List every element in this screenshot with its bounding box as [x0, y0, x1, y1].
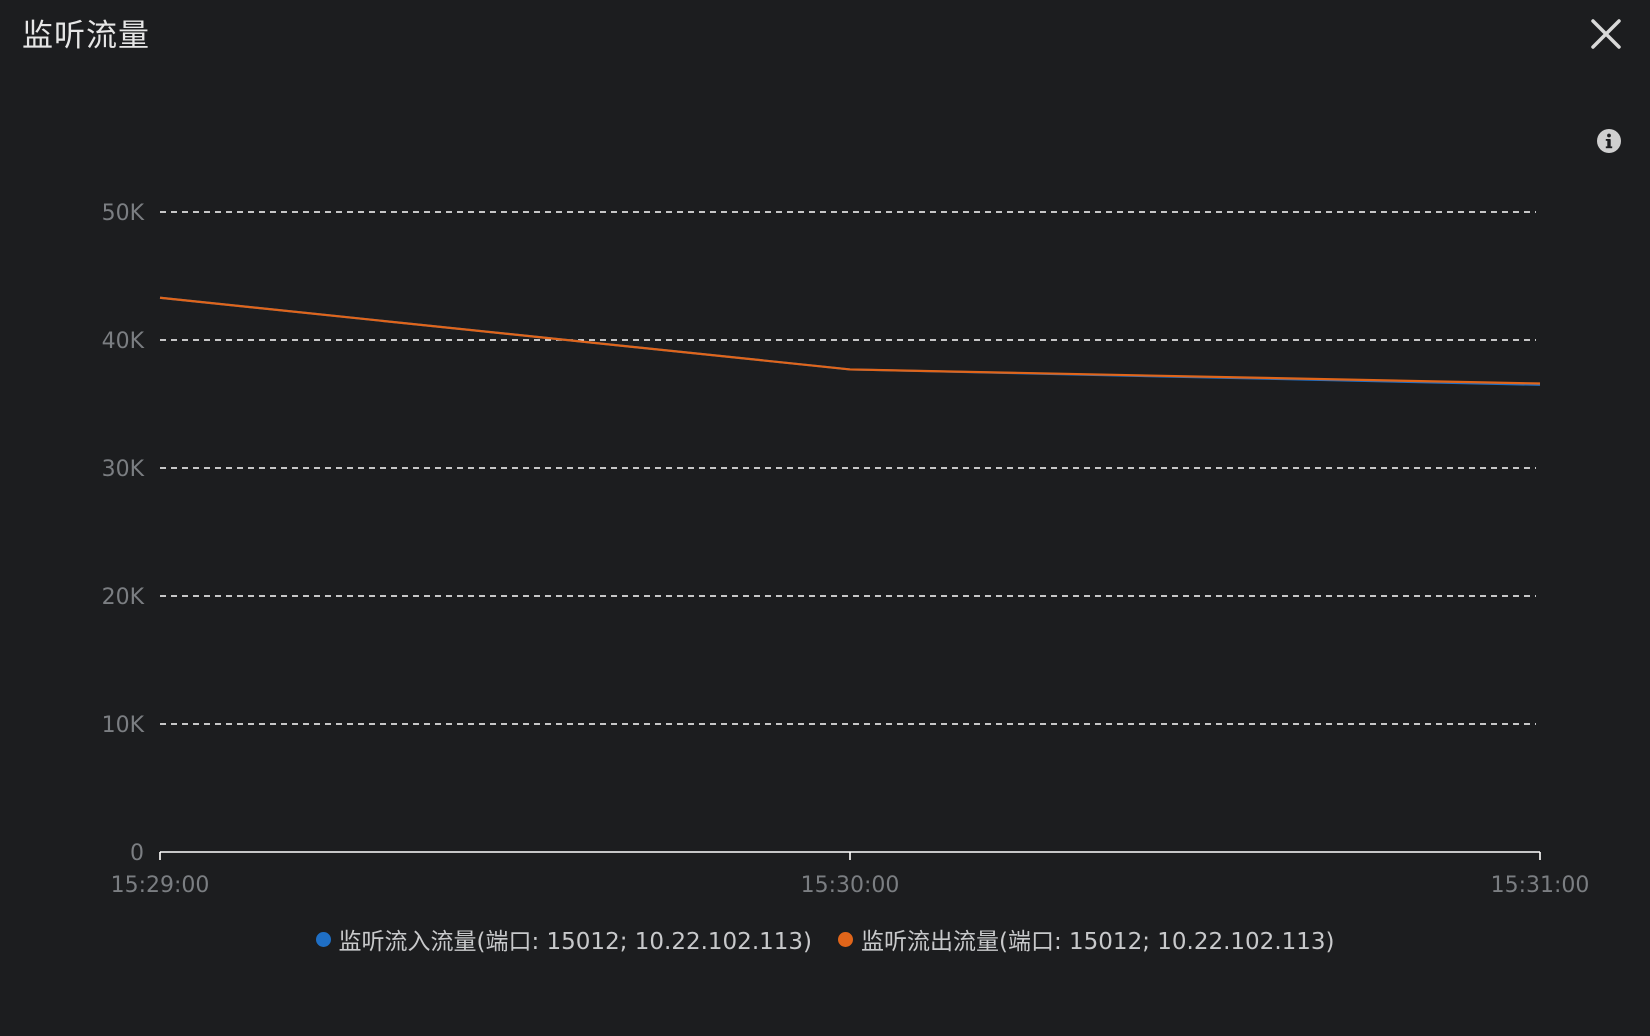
legend-item-inbound[interactable]: 监听流入流量(端口: 15012; 10.22.102.113)	[315, 922, 813, 956]
y-tick-label: 40K	[102, 329, 145, 354]
close-icon[interactable]	[1584, 12, 1628, 56]
x-tick-label: 15:31:00	[1491, 873, 1590, 898]
legend: 监听流入流量(端口: 15012; 10.22.102.113) 监听流出流量(端…	[0, 922, 1650, 956]
y-tick-label: 0	[130, 841, 144, 866]
legend-swatch	[838, 931, 853, 947]
y-tick-label: 50K	[102, 201, 145, 226]
y-tick-label: 20K	[102, 585, 145, 610]
y-tick-label: 30K	[102, 457, 145, 482]
series-line-outbound[interactable]	[159, 296, 1541, 385]
x-axis: 15:29:00 15:30:00 15:31:00	[111, 851, 1590, 898]
series-lines	[159, 296, 1541, 386]
panel-title: 监听流量	[22, 18, 150, 54]
x-tick-label: 15:30:00	[801, 873, 900, 898]
info-icon[interactable]	[1596, 128, 1622, 154]
legend-label: 监听流入流量(端口: 15012; 10.22.102.113)	[338, 929, 813, 955]
x-tick-label: 15:29:00	[111, 873, 210, 898]
grid-lines	[160, 211, 1536, 725]
y-tick-label: 10K	[102, 713, 145, 738]
legend-label: 监听流出流量(端口: 15012; 10.22.102.113)	[861, 929, 1335, 955]
legend-item-outbound[interactable]: 监听流出流量(端口: 15012; 10.22.102.113)	[838, 922, 1335, 956]
legend-swatch	[315, 931, 331, 947]
series-line-inbound[interactable]	[159, 296, 1541, 386]
y-axis-ticks: 0 10K 20K 30K 40K 50K	[102, 201, 145, 866]
